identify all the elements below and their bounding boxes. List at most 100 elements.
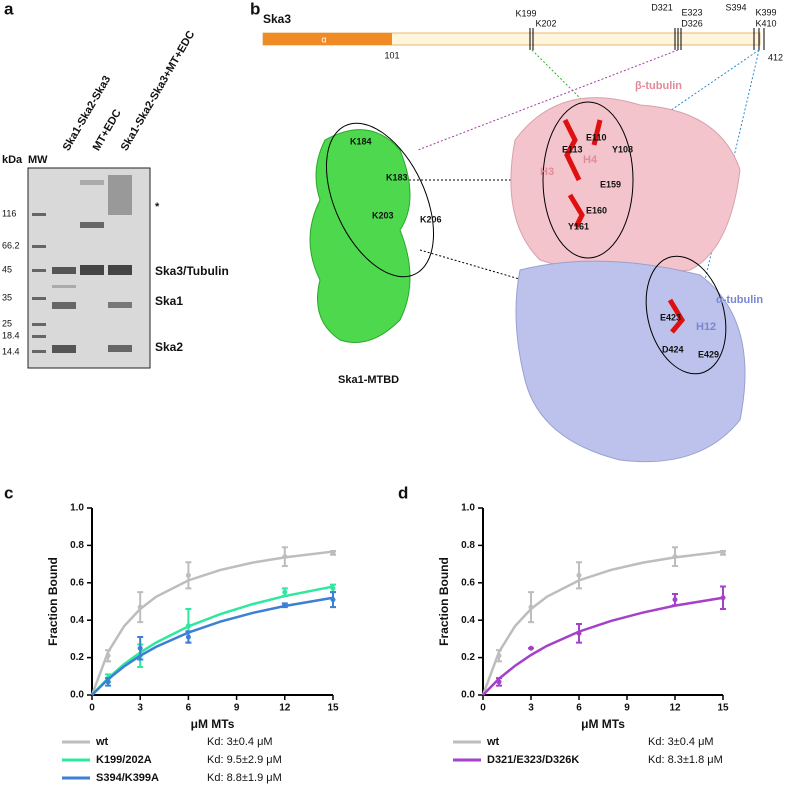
data-point	[528, 645, 534, 651]
data-point	[330, 597, 336, 603]
data-point	[576, 630, 582, 636]
data-point	[105, 679, 111, 685]
data-point	[720, 595, 726, 601]
fit-curve	[482, 596, 724, 696]
y-tick-label: 1.0	[461, 503, 475, 514]
x-tick-label: 9	[234, 703, 240, 714]
x-axis-title: μM MTs	[581, 717, 625, 731]
residue-label: Y108	[612, 144, 633, 154]
gel-axis-label: kDa	[2, 154, 23, 166]
site-label: S394	[725, 2, 746, 12]
residue-label: K184	[350, 136, 372, 146]
y-tick-label: 0.2	[461, 652, 475, 663]
residue-label: E160	[586, 205, 607, 215]
y-axis-title: Fraction Bound	[437, 557, 451, 646]
residue-label: D424	[662, 344, 684, 354]
residue-label: E159	[600, 179, 621, 189]
y-tick-label: 0.8	[461, 540, 475, 551]
site-label: K399	[755, 7, 776, 17]
fit-curve	[481, 550, 724, 696]
y-tick-label: 0.8	[70, 540, 84, 551]
helix-label: H12	[696, 321, 716, 333]
legend-kd: Kd: 9.5±2.9 μM	[207, 754, 282, 766]
protein-name: Ska3	[263, 12, 291, 26]
data-point	[137, 604, 143, 610]
molecule-label: α-tubulin	[716, 294, 763, 306]
residue-label: E113	[562, 144, 583, 154]
site-label: K202	[535, 18, 556, 28]
data-point	[330, 585, 336, 591]
data-point	[185, 634, 191, 640]
legend-label: wt	[486, 736, 500, 748]
y-tick-label: 1.0	[70, 503, 84, 514]
y-tick-label: 0.4	[461, 615, 475, 626]
legend-label: D321/E323/D326K	[487, 754, 579, 766]
y-tick-label: 0.2	[70, 652, 84, 663]
marker-label: 45	[2, 264, 12, 274]
gel-image	[27, 167, 151, 369]
y-axis-title: Fraction Bound	[46, 557, 60, 646]
legend-kd: Kd: 8.8±1.9 μM	[207, 772, 282, 784]
legend-label: S394/K399A	[96, 772, 159, 784]
data-point	[137, 645, 143, 651]
site-label: K199	[515, 8, 536, 18]
marker-label: 18.4	[2, 330, 20, 340]
site-label: D326	[681, 18, 703, 28]
residue-label: E429	[698, 349, 719, 359]
data-point	[185, 623, 191, 629]
x-tick-label: 12	[669, 703, 681, 714]
x-tick-label: 9	[624, 703, 630, 714]
x-tick-label: 12	[279, 703, 291, 714]
domain-label: α	[321, 34, 326, 44]
legend-kd: Kd: 8.3±1.8 μM	[648, 754, 723, 766]
data-point	[720, 550, 726, 556]
data-point	[282, 589, 288, 595]
residue-label: K206	[420, 214, 442, 224]
data-point	[496, 679, 502, 685]
band-label: Ska2	[155, 340, 183, 354]
x-tick-label: 15	[327, 703, 339, 714]
legend-label: wt	[95, 736, 109, 748]
panel-letter: c	[4, 483, 13, 502]
x-tick-label: 0	[480, 703, 486, 714]
data-point	[672, 597, 678, 603]
marker-label: 14.4	[2, 346, 20, 356]
legend-kd: Kd: 3±0.4 μM	[648, 736, 714, 748]
data-point	[330, 550, 336, 556]
site-label: D321	[651, 2, 673, 12]
panel-letter: d	[398, 483, 408, 502]
data-point	[105, 653, 111, 659]
band-label: *	[155, 201, 160, 213]
position-label: 412	[768, 52, 783, 62]
x-tick-label: 3	[137, 703, 143, 714]
molecule-label: Ska1-MTBD	[338, 374, 399, 386]
x-tick-label: 15	[717, 703, 729, 714]
y-tick-label: 0.4	[70, 615, 84, 626]
legend-kd: Kd: 3±0.4 μM	[207, 736, 273, 748]
residue-label: E110	[586, 132, 607, 142]
structure-image	[309, 97, 746, 463]
band-label: Ska3/Tubulin	[155, 264, 229, 278]
y-tick-label: 0.6	[461, 577, 475, 588]
x-tick-label: 6	[576, 703, 582, 714]
marker-label: 35	[2, 292, 12, 302]
x-tick-label: 6	[186, 703, 192, 714]
legend-label: K199/202A	[96, 754, 152, 766]
y-tick-label: 0.6	[70, 577, 84, 588]
data-point	[576, 572, 582, 578]
fit-curve	[91, 585, 334, 696]
y-tick-label: 0.0	[461, 690, 475, 701]
gel-axis-label: MW	[28, 154, 48, 166]
molecule-label: β-tubulin	[635, 80, 682, 92]
marker-label: 25	[2, 318, 12, 328]
data-point	[672, 554, 678, 560]
position-label: 101	[384, 50, 399, 60]
fit-curve	[90, 550, 334, 696]
x-axis-title: μM MTs	[191, 717, 235, 731]
data-point	[282, 602, 288, 608]
residue-label: E423	[660, 312, 681, 322]
protein-bar	[262, 28, 765, 50]
data-point	[496, 653, 502, 659]
fit-curve	[91, 596, 334, 696]
